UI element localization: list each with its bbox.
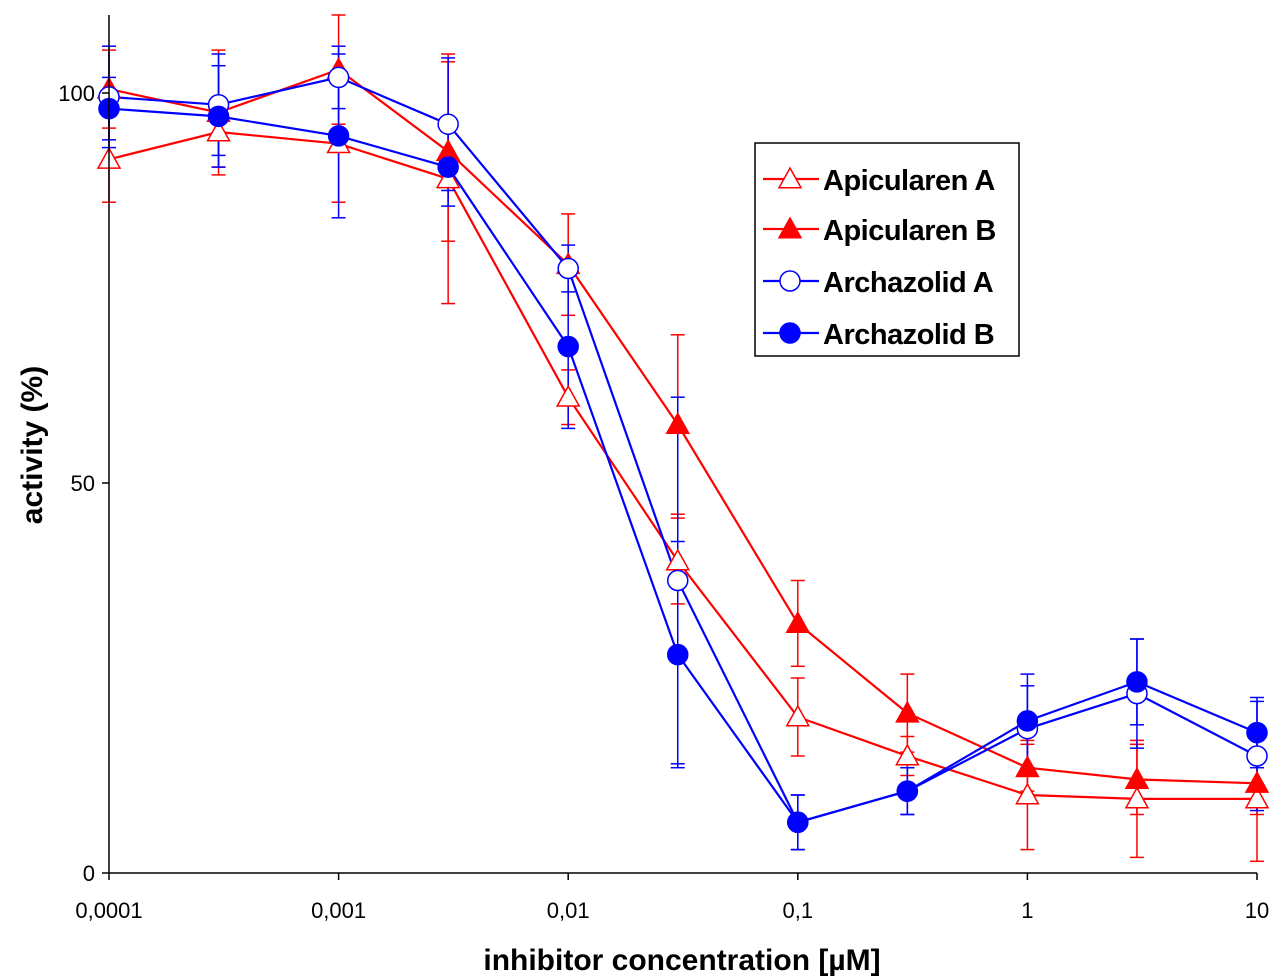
legend-marker: [779, 322, 801, 344]
data-point: [665, 411, 691, 435]
legend-label: Archazolid A: [823, 267, 994, 299]
markers-archazolid-b: [98, 97, 1268, 834]
data-point: [1015, 755, 1040, 778]
data-point: [437, 156, 459, 178]
data-point: [666, 569, 689, 592]
markers-archazolid-a: [98, 66, 1268, 834]
series-apicularen-a: [102, 53, 1264, 863]
data-point: [895, 743, 920, 766]
data-point: [1124, 766, 1150, 789]
x-tick-label: 0,1: [783, 898, 814, 923]
legend-items: Apicularen A Apicularen B Archazolid A Arch…: [763, 165, 996, 351]
y-tick-label: 50: [71, 471, 95, 496]
data-point: [1244, 770, 1270, 793]
legend: Apicularen A Apicularen B Archazolid A Arch…: [754, 142, 1020, 357]
series-line: [108, 130, 1257, 801]
data-point: [327, 66, 350, 89]
x-tick-label: 0,0001: [75, 898, 142, 923]
data-point: [206, 119, 231, 142]
data-point: [1246, 745, 1268, 767]
legend-marker: [777, 166, 803, 189]
axes-layer: [108, 15, 1257, 874]
x-axis-title: inhibitor concentration [µM]: [483, 944, 880, 977]
y-tick-label: 0: [83, 861, 95, 886]
data-point: [896, 780, 919, 802]
x-tick-label: 1: [1021, 898, 1033, 923]
series-layer: [96, 14, 1270, 863]
x-tick-label: 0,01: [547, 898, 590, 923]
y-tick-label: 100: [58, 81, 95, 106]
data-point: [1126, 671, 1148, 693]
data-point: [895, 700, 920, 723]
data-point: [327, 125, 350, 147]
legend-label: Archazolid B: [823, 319, 994, 351]
x-tick-label: 10: [1245, 898, 1269, 923]
series-archazolid-a: [102, 45, 1264, 851]
data-point: [1244, 786, 1270, 809]
series-line: [108, 76, 1258, 824]
data-point: [555, 384, 581, 407]
series-line: [108, 107, 1258, 824]
data-point: [666, 643, 689, 666]
x-tick-label: 0,001: [311, 898, 366, 923]
data-point: [1015, 782, 1040, 805]
data-point: [1124, 786, 1150, 809]
data-point: [787, 811, 809, 834]
data-point: [557, 335, 579, 358]
data-point: [785, 610, 811, 633]
legend-label: Apicularen B: [823, 215, 996, 247]
y-axis-title: activity (%): [16, 366, 49, 524]
series-archazolid-b: [102, 53, 1264, 851]
data-point: [557, 257, 579, 280]
legend-label: Apicularen A: [823, 165, 995, 197]
data-point: [785, 704, 811, 727]
data-point: [207, 105, 230, 128]
data-point: [1016, 710, 1039, 732]
legend-marker: [779, 270, 801, 292]
data-point: [1246, 721, 1268, 744]
legend-marker: [777, 216, 803, 239]
markers-apicularen-a: [96, 119, 1270, 809]
markers-apicularen-b: [96, 57, 1270, 793]
series-apicularen-b: [102, 14, 1264, 816]
data-point: [437, 113, 459, 135]
